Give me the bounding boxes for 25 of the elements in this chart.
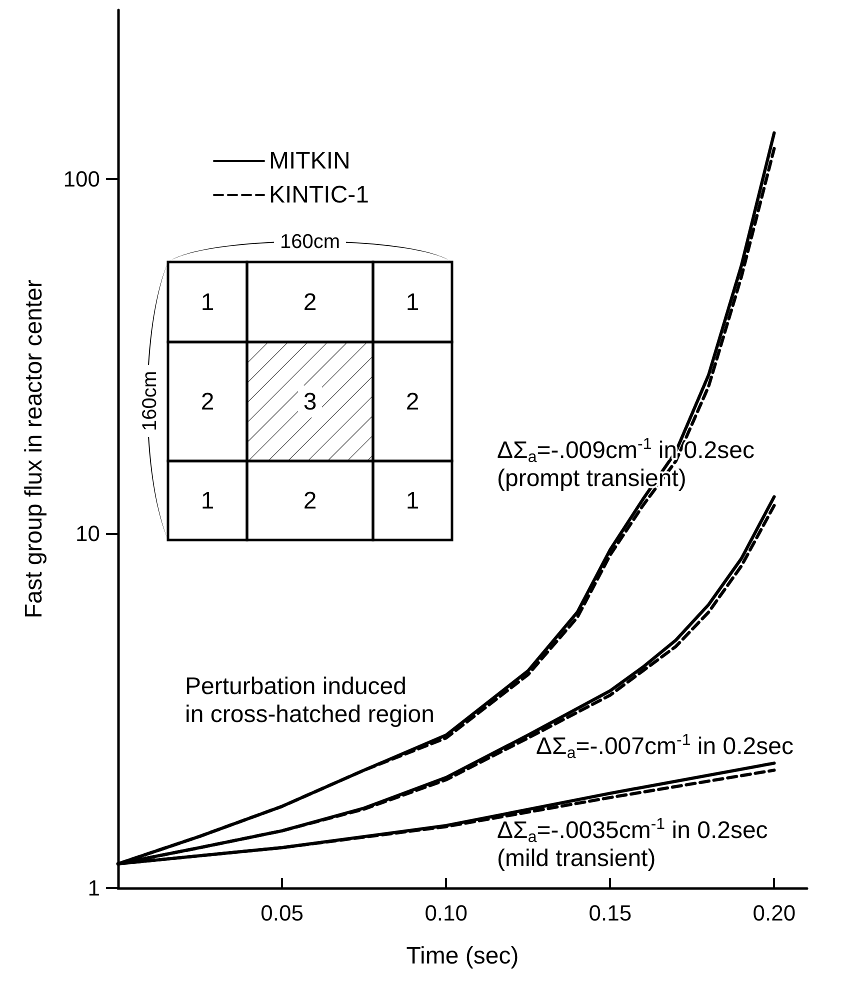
annotation: 2 <box>200 388 214 416</box>
annotation: 160cm <box>139 370 161 432</box>
annotation: 2 <box>303 289 317 316</box>
y-axis-title: Fast group flux in reactor center <box>20 280 48 618</box>
x-tick-label: 0.05 <box>260 900 304 926</box>
annotation: 2 <box>303 488 317 514</box>
x-tick-label: 0.20 <box>752 900 796 926</box>
annotation: 1 <box>406 488 420 514</box>
annotation: 2 <box>406 388 420 416</box>
annotation: 1 <box>200 289 214 316</box>
legend-label: KINTIC-1 <box>269 182 370 208</box>
annotation: 1 <box>200 488 214 514</box>
y-tick-label: 1 <box>88 876 100 900</box>
y-tick-label: 100 <box>63 166 100 192</box>
annotation: ΔΣ$_{a}$=-.007cm$^{-1}$ in 0.2sec <box>536 732 794 762</box>
x-axis-title: Time (sec) <box>406 942 519 970</box>
x-tick-label: 0.15 <box>588 900 632 926</box>
legend-label: MITKIN <box>269 148 350 174</box>
annotation: 160cm <box>280 231 340 253</box>
annotation: Perturbation induced in cross-hatched region <box>185 673 434 728</box>
y-tick-label: 10 <box>76 521 100 546</box>
annotation: 3 <box>303 388 317 416</box>
annotation: ΔΣ$_{a}$=-.0035cm$^{-1}$ in 0.2sec (mild transient) <box>497 816 768 872</box>
x-tick-label: 0.10 <box>424 900 468 926</box>
annotation: 1 <box>406 289 420 316</box>
